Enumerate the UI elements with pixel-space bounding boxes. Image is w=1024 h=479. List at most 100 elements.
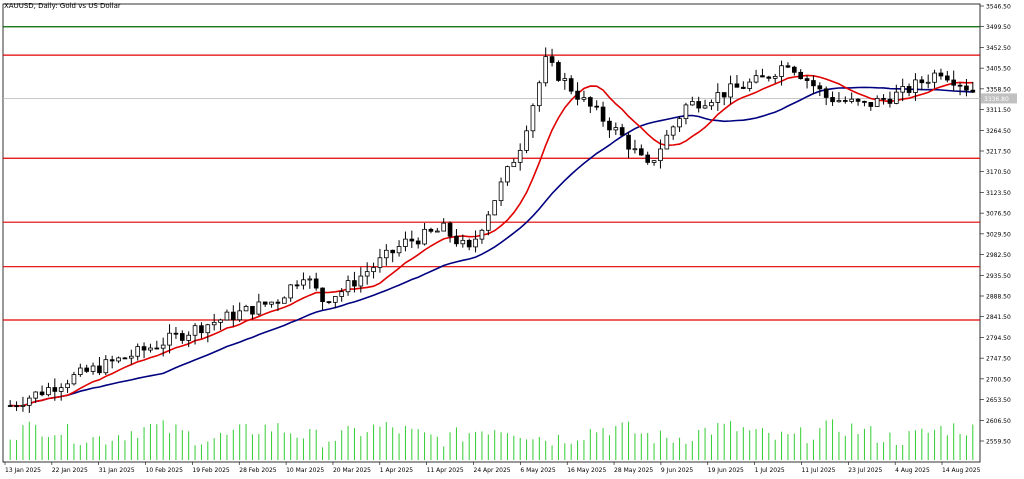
candle-body: [779, 65, 784, 77]
candle-body: [192, 325, 198, 336]
candle-body: [141, 346, 147, 351]
date-tick-label: 11 Apr 2025: [427, 467, 464, 474]
candle-body: [428, 228, 434, 232]
candle-body: [186, 334, 191, 341]
candle-body: [339, 291, 344, 297]
candle-body: [792, 66, 797, 73]
candle-body: [619, 127, 625, 136]
candle-body: [58, 387, 64, 392]
candle-body: [250, 305, 255, 315]
price-tick-label: 3452.50: [986, 45, 1011, 52]
candle-body: [52, 387, 58, 392]
candle-body: [964, 85, 969, 91]
plot-frame: [2, 3, 981, 463]
candle-body: [281, 297, 287, 304]
candle-body: [211, 321, 217, 326]
candle-body: [843, 100, 848, 102]
candle-body: [46, 387, 51, 396]
candle-body: [307, 278, 313, 281]
candle-body: [148, 347, 153, 351]
price-tick-label: 3499.50: [986, 24, 1011, 31]
candle-body: [588, 97, 593, 107]
price-tick-label: 2700.50: [986, 376, 1011, 383]
candle-body: [179, 333, 185, 341]
price-tick-label: 3076.50: [986, 211, 1011, 218]
candle-body: [505, 166, 510, 183]
candle-body: [798, 71, 804, 80]
candle-body: [135, 346, 140, 357]
price-tick-label: 3029.50: [986, 231, 1011, 238]
price-tick-label: 3358.50: [986, 86, 1011, 93]
date-tick-label: 6 May 2025: [520, 467, 555, 474]
date-tick-label: 4 Aug 2025: [895, 467, 930, 474]
candle-body: [14, 405, 19, 408]
candle-body: [919, 79, 925, 84]
price-tick-label: 2982.50: [986, 252, 1011, 259]
candle-body: [97, 365, 102, 374]
candle-body: [913, 79, 918, 93]
candle-body: [256, 301, 262, 315]
candle-body: [39, 391, 45, 396]
candle-body: [20, 404, 26, 407]
candle-body: [734, 83, 740, 88]
candle-body: [301, 279, 306, 286]
candle-body: [313, 278, 319, 289]
candle-body: [26, 397, 32, 406]
candle-body: [639, 148, 644, 156]
candle-body: [326, 301, 332, 304]
price-tick-label: 3311.50: [986, 107, 1011, 114]
candle-body: [613, 127, 619, 131]
candle-body: [294, 284, 300, 287]
candle-body: [562, 78, 568, 81]
date-tick-label: 28 May 2025: [614, 467, 653, 474]
candle-body: [364, 271, 370, 277]
candle-body: [511, 161, 517, 168]
candle-body: [728, 83, 733, 98]
candle-body: [715, 92, 721, 103]
price-tick-label: 2841.50: [986, 314, 1011, 321]
date-tick-label: 10 Mar 2025: [286, 467, 324, 474]
price-tick-label: 2747.50: [986, 356, 1011, 363]
candle-body: [951, 79, 957, 86]
candle-body: [173, 332, 179, 335]
candle-body: [460, 239, 466, 245]
fast-ma-line: [10, 74, 973, 407]
candle-body: [830, 97, 835, 103]
candle-body: [906, 86, 912, 93]
candle-body: [65, 383, 70, 389]
price-tick-label: 2794.50: [986, 335, 1011, 342]
slow-ma-line: [10, 86, 973, 407]
candle-body: [383, 249, 389, 259]
candle-body: [855, 98, 861, 102]
candle-body: [485, 214, 491, 231]
candle-body: [537, 82, 542, 107]
date-tick-label: 19 Feb 2025: [192, 467, 230, 474]
candle-body: [747, 81, 753, 89]
candle-body: [332, 296, 338, 303]
candle-body: [109, 359, 115, 362]
candle-body: [607, 120, 612, 131]
candle-body: [811, 80, 816, 87]
candle-body: [721, 92, 727, 98]
candle-body: [760, 75, 765, 78]
candle-body: [409, 238, 415, 242]
candle-body: [658, 148, 663, 162]
candle-body: [575, 90, 580, 100]
candle-body: [556, 62, 561, 81]
candle-body: [594, 105, 600, 108]
candle-body: [753, 75, 759, 83]
candle-body: [415, 240, 421, 245]
candle-body: [262, 301, 268, 305]
candle-body: [766, 76, 772, 79]
candle-body: [154, 347, 160, 350]
candle-body: [128, 355, 134, 359]
candle-body: [345, 280, 351, 293]
date-tick-label: 16 May 2025: [567, 467, 606, 474]
candle-body: [645, 154, 651, 163]
candle-body: [441, 222, 446, 232]
candle-body: [237, 310, 242, 321]
candle-body: [160, 344, 166, 349]
price-tick-label: 3546.50: [986, 4, 1011, 11]
